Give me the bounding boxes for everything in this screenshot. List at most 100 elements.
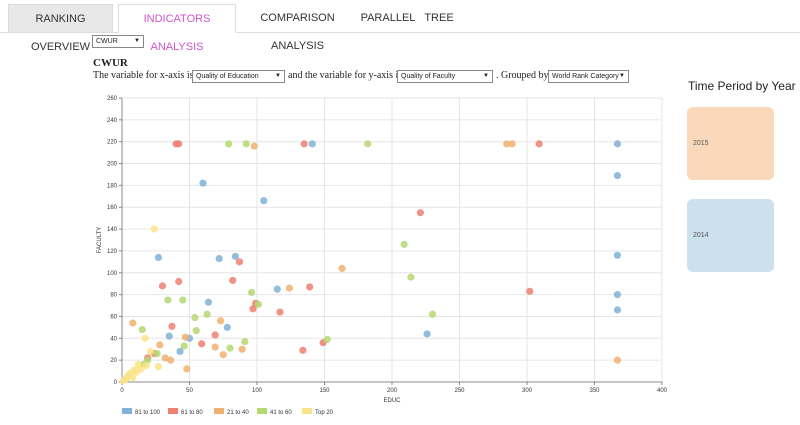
y-tick-label: 80	[110, 293, 117, 299]
legend-label: 61 to 80	[181, 410, 203, 416]
scatter-point-series-3	[191, 314, 198, 321]
scatter-point-series-3	[203, 311, 210, 318]
scatter-point-series-1	[417, 209, 424, 216]
scatter-point-series-1	[229, 277, 236, 284]
legend-swatch	[168, 408, 178, 414]
x-tick-label: 200	[387, 388, 398, 394]
scatter-point-series-2	[220, 351, 227, 358]
x-tick-label: 0	[120, 388, 124, 394]
x-tick-label: 300	[522, 388, 533, 394]
x-tick-label: 150	[319, 388, 330, 394]
scatter-point-series-2	[156, 341, 163, 348]
scatter-point-series-3	[248, 289, 255, 296]
scatter-point-series-1	[536, 140, 543, 147]
x-tick-label: 50	[186, 388, 193, 394]
y-tick-label: 180	[107, 183, 118, 189]
scatter-point-series-3	[225, 140, 232, 147]
x-tick-label: 350	[589, 388, 600, 394]
y-tick-label: 140	[107, 227, 118, 233]
x-tick-label: 250	[454, 388, 465, 394]
y-tick-label: 40	[110, 336, 117, 342]
scatter-point-series-1	[299, 347, 306, 354]
y-tick-label: 60	[110, 314, 117, 320]
scatter-point-series-4	[141, 335, 148, 342]
legend-label: 21 to 40	[227, 410, 249, 416]
scatter-point-series-4	[155, 363, 162, 370]
scatter-point-series-3	[139, 326, 146, 333]
scatter-point-series-3	[429, 311, 436, 318]
period-2014-label: 2014	[693, 232, 709, 239]
y-tick-label: 220	[107, 140, 118, 146]
y-tick-label: 240	[107, 118, 118, 124]
legend-swatch	[122, 408, 132, 414]
scatter-point-series-1	[198, 340, 205, 347]
scatter-point-series-2	[286, 284, 293, 291]
scatter-point-series-3	[181, 342, 188, 349]
y-axis-label: FACULTY	[97, 227, 103, 254]
scatter-point-series-0	[614, 172, 621, 179]
scatter-point-series-1	[301, 140, 308, 147]
period-2015-box[interactable]: 2015	[687, 107, 774, 180]
scatter-point-series-0	[614, 140, 621, 147]
scatter-point-series-0	[216, 255, 223, 262]
scatter-point-series-0	[424, 330, 431, 337]
legend-label: 41 to 60	[270, 410, 292, 416]
period-2015-label: 2015	[693, 140, 709, 147]
scatter-point-series-0	[614, 252, 621, 259]
scatter-point-series-3	[324, 336, 331, 343]
scatter-point-series-0	[199, 180, 206, 187]
scatter-point-series-3	[164, 296, 171, 303]
x-axis-label: EDUC	[383, 398, 401, 404]
legend-swatch	[214, 408, 224, 414]
scatter-point-series-0	[224, 324, 231, 331]
y-tick-label: 200	[107, 162, 118, 168]
legend-swatch	[257, 408, 267, 414]
scatter-point-series-2	[129, 319, 136, 326]
scatter-point-series-4	[151, 225, 158, 232]
scatter-point-series-3	[193, 327, 200, 334]
scatter-point-series-3	[179, 296, 186, 303]
y-tick-label: 0	[114, 380, 118, 386]
scatter-point-series-0	[166, 333, 173, 340]
scatter-point-series-3	[255, 301, 262, 308]
scatter-point-series-2	[183, 365, 190, 372]
scatter-point-series-2	[217, 317, 224, 324]
scatter-point-series-1	[159, 282, 166, 289]
scatter-point-series-3	[226, 345, 233, 352]
scatter-point-series-2	[509, 140, 516, 147]
scatter-point-series-1	[276, 308, 283, 315]
scatter-point-series-0	[274, 286, 281, 293]
scatter-point-series-0	[260, 197, 267, 204]
time-period-title: Time Period by Year	[688, 79, 796, 93]
scatter-point-series-0	[614, 306, 621, 313]
scatter-point-series-0	[309, 140, 316, 147]
x-tick-label: 100	[252, 388, 263, 394]
scatter-point-series-2	[239, 346, 246, 353]
y-tick-label: 160	[107, 205, 118, 211]
scatter-point-series-1	[526, 288, 533, 295]
scatter-point-series-1	[306, 283, 313, 290]
scatter-point-series-1	[175, 140, 182, 147]
scatter-point-series-3	[407, 274, 414, 281]
scatter-point-series-2	[614, 357, 621, 364]
y-tick-label: 260	[107, 96, 118, 102]
scatter-point-series-3	[364, 140, 371, 147]
scatter-point-series-4	[120, 377, 127, 384]
y-tick-label: 120	[107, 249, 118, 255]
scatter-point-series-3	[154, 350, 161, 357]
legend-label: Top 20	[315, 410, 334, 416]
y-tick-label: 100	[107, 271, 118, 277]
scatter-point-series-0	[205, 299, 212, 306]
scatter-point-series-2	[182, 334, 189, 341]
period-2014-box[interactable]: 2014	[687, 199, 774, 272]
legend-label: 81 to 100	[135, 410, 161, 416]
scatter-point-series-3	[401, 241, 408, 248]
scatter-point-series-3	[243, 140, 250, 147]
scatter-point-series-2	[338, 265, 345, 272]
scatter-point-series-4	[147, 348, 154, 355]
scatter-point-series-2	[167, 357, 174, 364]
scatter-point-series-2	[251, 142, 258, 149]
scatter-point-series-2	[212, 343, 219, 350]
scatter-point-series-3	[241, 338, 248, 345]
